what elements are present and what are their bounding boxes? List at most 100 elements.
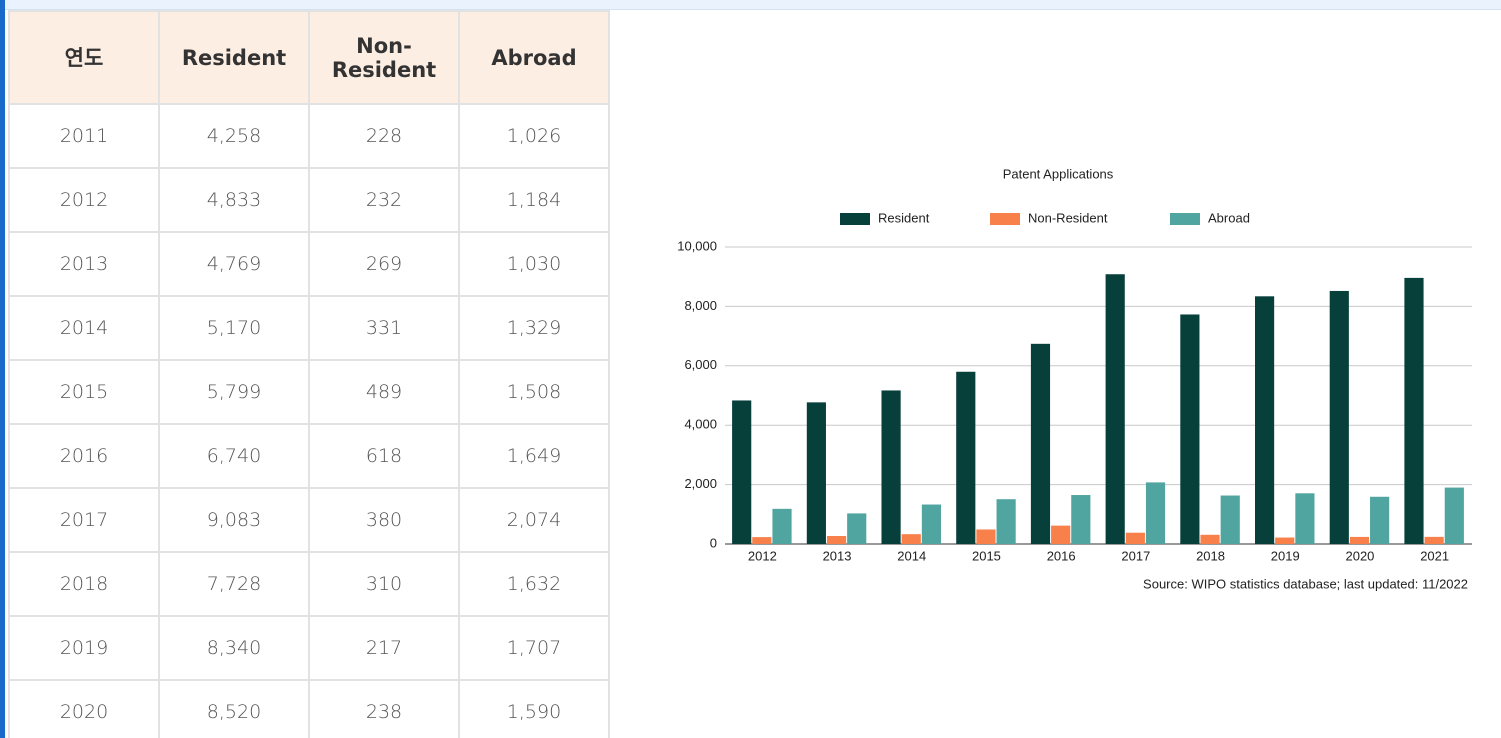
bar: [772, 508, 792, 544]
bar: [1220, 495, 1240, 544]
header-row: 연도 Resident Non-Resident Abroad: [8, 10, 610, 105]
legend-label: Resident: [878, 210, 930, 225]
bar: [1030, 343, 1051, 544]
bar: [1349, 536, 1370, 544]
header-cell: Non-Resident: [308, 10, 460, 105]
bar: [1200, 534, 1220, 544]
table-cell: 8,340: [158, 615, 310, 681]
table-cell: 2020: [8, 679, 160, 738]
y-tick-label: 2,000: [684, 476, 717, 491]
table-cell: 9,083: [158, 487, 310, 553]
table-row: 2011 4,258 228 1,026: [8, 103, 610, 169]
table-cell: 238: [308, 679, 460, 738]
table-cell: 5,170: [158, 295, 310, 361]
bar: [881, 390, 901, 544]
table-cell: 2019: [8, 615, 160, 681]
x-tick-label: 2014: [897, 548, 926, 563]
y-tick-label: 10,000: [677, 238, 717, 253]
bar: [826, 536, 847, 544]
table-cell: 7,728: [158, 551, 310, 617]
legend-label: Non-Resident: [1028, 210, 1108, 225]
table-row: 2014 5,170 331 1,329: [8, 295, 610, 361]
bar: [1444, 487, 1464, 544]
table-cell: 2012: [8, 167, 160, 233]
chart-title: Patent Applications: [1003, 166, 1114, 181]
table-cell: 228: [308, 103, 460, 169]
bar: [1404, 277, 1424, 544]
bar: [1329, 290, 1349, 544]
x-tick-label: 2015: [972, 548, 1001, 563]
bar: [847, 513, 867, 544]
bar: [1051, 525, 1071, 544]
legend-label: Abroad: [1208, 210, 1250, 225]
legend-swatch: [840, 213, 870, 225]
table-cell: 217: [308, 615, 460, 681]
table-body: 2011 4,258 228 1,026 2012 4,833 232 1,184 2013 4,…: [8, 103, 610, 738]
data-table: 연도 Resident Non-Resident Abroad 2011 4,258 22…: [8, 10, 610, 738]
bar: [996, 499, 1016, 544]
table-cell: 489: [308, 359, 460, 425]
table-cell: 310: [308, 551, 460, 617]
table-row: 2016 6,740 618 1,649: [8, 423, 610, 489]
table-cell: 6,740: [158, 423, 310, 489]
bar: [1370, 496, 1390, 544]
table-cell: 4,258: [158, 103, 310, 169]
legend-swatch: [1170, 213, 1200, 225]
bar: [1180, 314, 1200, 544]
bar: [1275, 537, 1295, 544]
table-cell: 5,799: [158, 359, 310, 425]
table-cell: 4,769: [158, 231, 310, 297]
bar: [1424, 536, 1444, 544]
bar: [956, 371, 976, 544]
bar: [1254, 296, 1275, 544]
bar: [976, 529, 996, 544]
table-row: 2012 4,833 232 1,184: [8, 167, 610, 233]
table-cell: 8,520: [158, 679, 310, 738]
y-tick-label: 0: [710, 535, 717, 550]
table-cell: 2017: [8, 487, 160, 553]
table-row: 2015 5,799 489 1,508: [8, 359, 610, 425]
table-cell: 2011: [8, 103, 160, 169]
x-tick-label: 2021: [1420, 548, 1449, 563]
source-note: Source: WIPO statistics database; last u…: [1143, 576, 1468, 591]
bar: [1105, 274, 1125, 544]
y-tick-label: 6,000: [684, 357, 717, 372]
table-row: 2018 7,728 310 1,632: [8, 551, 610, 617]
x-tick-label: 2016: [1047, 548, 1076, 563]
table-cell: 2015: [8, 359, 160, 425]
table-row: 2017 9,083 380 2,074: [8, 487, 610, 553]
table-cell: 380: [308, 487, 460, 553]
header-cell: Abroad: [458, 10, 610, 105]
bar: [901, 534, 921, 544]
bar: [1295, 493, 1315, 544]
table-row: 2019 8,340 217 1,707: [8, 615, 610, 681]
table-row: 2013 4,769 269 1,030: [8, 231, 610, 297]
x-tick-label: 2018: [1196, 548, 1225, 563]
header-cell: 연도: [8, 10, 160, 105]
legend-swatch: [990, 213, 1020, 225]
top-bar: [0, 0, 1501, 10]
table-cell: 618: [308, 423, 460, 489]
table-cell: 2018: [8, 551, 160, 617]
x-tick-label: 2020: [1345, 548, 1374, 563]
x-tick-label: 2017: [1121, 548, 1150, 563]
bar: [921, 504, 942, 544]
table-cell: 2016: [8, 423, 160, 489]
table-cell: 331: [308, 295, 460, 361]
table-cell: 2014: [8, 295, 160, 361]
x-tick-label: 2019: [1271, 548, 1300, 563]
header-cell: Resident: [158, 10, 310, 105]
table-cell: 1,184: [458, 167, 610, 233]
table-cell: 1,508: [458, 359, 610, 425]
table-cell: 232: [308, 167, 460, 233]
table-row: 2020 8,520 238 1,590: [8, 679, 610, 738]
table-cell: 1,030: [458, 231, 610, 297]
bar: [732, 400, 752, 544]
table-cell: 2,074: [458, 487, 610, 553]
x-tick-label: 2013: [823, 548, 852, 563]
bar: [1145, 482, 1166, 544]
table-cell: 1,632: [458, 551, 610, 617]
bar: [752, 537, 772, 544]
